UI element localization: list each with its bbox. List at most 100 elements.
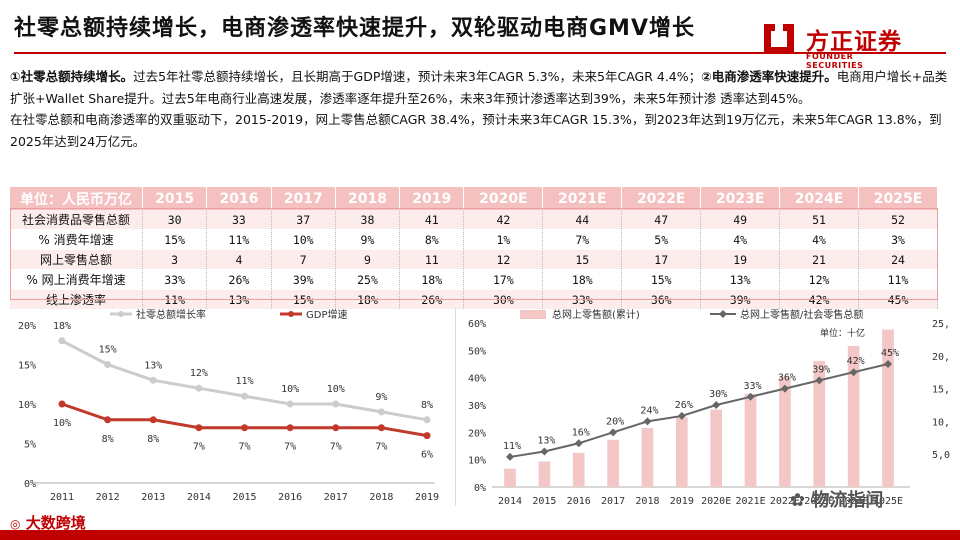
table-cell: 18% xyxy=(542,269,623,290)
table-cell: 10% xyxy=(271,229,336,250)
legend-marker xyxy=(118,311,124,317)
table-year-header: 2018 xyxy=(335,187,401,210)
paragraph-1: ①社零总额持续增长。过去5年社零总额持续增长，且长期高于GDP增速，预计未来3年… xyxy=(10,66,955,109)
bar xyxy=(607,439,619,487)
table-cell: 12 xyxy=(463,249,544,270)
table-cell: 15% xyxy=(142,229,208,250)
x-tick-label: 2012 xyxy=(96,492,120,503)
data-label: 7% xyxy=(193,442,205,453)
table-row-label: 网上零售总额 xyxy=(10,249,143,270)
x-tick-label: 2017 xyxy=(601,496,625,505)
bar xyxy=(538,461,551,487)
data-point xyxy=(377,424,385,432)
x-tick-label: 2019 xyxy=(670,496,694,505)
data-point xyxy=(574,439,583,448)
data-label: 39% xyxy=(812,364,830,375)
data-point xyxy=(506,452,514,461)
x-tick-label: 2025E xyxy=(873,496,903,505)
table-cell: 18% xyxy=(399,269,465,290)
data-point xyxy=(332,424,340,432)
data-label: 26% xyxy=(675,400,693,411)
table-cell: 9% xyxy=(335,229,401,250)
data-point xyxy=(332,400,340,408)
table-cell: 42 xyxy=(463,210,544,230)
data-label: 16% xyxy=(572,427,590,438)
data-point xyxy=(423,416,431,424)
forecast-table: 单位：人民币万亿 2015 2016 2017 2018 2019 2020E 2021E 20… xyxy=(10,187,938,310)
y-right-tick-label: 25,000 xyxy=(932,319,950,330)
data-point xyxy=(195,384,203,392)
data-label: 7% xyxy=(375,442,387,453)
x-tick-label: 2024E xyxy=(839,496,869,505)
legend-marker xyxy=(719,310,727,318)
table-cell: 7% xyxy=(542,229,623,250)
table-cell: 7 xyxy=(271,249,336,270)
data-point xyxy=(241,424,248,432)
y-right-tick-label: 20,000 xyxy=(932,352,950,363)
table-cell: 33% xyxy=(142,269,208,290)
table-year-header: 2022E xyxy=(621,187,702,210)
bar xyxy=(813,361,826,487)
table-cell: 15% xyxy=(621,269,702,290)
table-year-header: 2024E xyxy=(779,187,860,210)
table-cell: 12% xyxy=(779,269,860,290)
x-tick-label: 2016 xyxy=(278,492,302,503)
x-tick-label: 2015 xyxy=(232,492,256,503)
table-cell: 17 xyxy=(621,249,702,270)
legend-marker xyxy=(288,311,294,317)
data-label: 18% xyxy=(53,321,71,332)
unit-note: 单位：十亿 xyxy=(820,327,865,339)
table-row-label: 社会消费品零售总额 xyxy=(10,210,143,230)
table-cell: 4% xyxy=(700,229,781,250)
data-label: 8% xyxy=(147,434,159,445)
data-label: 33% xyxy=(744,381,762,392)
y-left-tick-label: 10% xyxy=(468,456,486,467)
bar xyxy=(504,468,516,487)
y-right-tick-label: 10,000 xyxy=(932,417,950,428)
table-cell: 9 xyxy=(335,249,401,270)
data-point xyxy=(241,392,248,400)
legend-label: 社零总额增长率 xyxy=(136,308,206,321)
table-cell: 51 xyxy=(779,210,860,230)
table-cell: 30 xyxy=(142,210,208,230)
y-right-tick-label: 15,000 xyxy=(932,385,950,396)
point-1-heading: ①社零总额持续增长。 xyxy=(10,69,134,84)
data-point xyxy=(540,447,549,456)
table-cell: 11 xyxy=(399,249,465,270)
data-label: 24% xyxy=(640,405,658,416)
x-tick-label: 2018 xyxy=(369,492,393,503)
legend-swatch xyxy=(520,310,546,319)
data-point xyxy=(609,428,618,437)
brand-icon: ◎ xyxy=(10,517,21,531)
table-year-header: 2017 xyxy=(271,187,336,210)
x-tick-label: 2021E xyxy=(735,496,765,505)
data-label: 42% xyxy=(847,356,865,367)
data-label: 8% xyxy=(421,400,433,411)
table-cell: 37 xyxy=(271,210,336,230)
table-cell: 5% xyxy=(621,229,702,250)
y-left-tick-label: 40% xyxy=(468,374,486,385)
bar xyxy=(675,417,688,487)
data-label: 11% xyxy=(503,441,521,452)
table-cell: 24 xyxy=(858,249,938,270)
founder-logo-icon xyxy=(764,24,794,54)
brand-logo: ◎ 大数跨境 xyxy=(10,512,86,533)
table-row: 网上零售总额 3 4 7 9 11 12 15 17 19 21 24 xyxy=(10,249,938,270)
penetration-line xyxy=(509,363,889,458)
data-label: 7% xyxy=(330,442,342,453)
logo-name-en: FOUNDER SECURITIES xyxy=(806,52,864,70)
data-point xyxy=(377,408,385,416)
watermark: ✿ 物流指闻 xyxy=(790,486,883,512)
legend-label: 总网上零售额(累计) xyxy=(552,308,640,321)
y-left-tick-label: 50% xyxy=(468,346,486,357)
table-cell: 11% xyxy=(858,269,938,290)
table-year-header: 2025E xyxy=(858,187,938,210)
x-tick-label: 2014 xyxy=(187,492,211,503)
table-cell: 4% xyxy=(779,229,860,250)
data-label: 10% xyxy=(281,384,299,395)
table-unit-header: 单位：人民币万亿 xyxy=(10,187,143,210)
data-point xyxy=(423,432,431,440)
y-tick-label: 15% xyxy=(18,361,36,372)
table-header-row: 单位：人民币万亿 2015 2016 2017 2018 2019 2020E 2021E 20… xyxy=(10,187,938,210)
